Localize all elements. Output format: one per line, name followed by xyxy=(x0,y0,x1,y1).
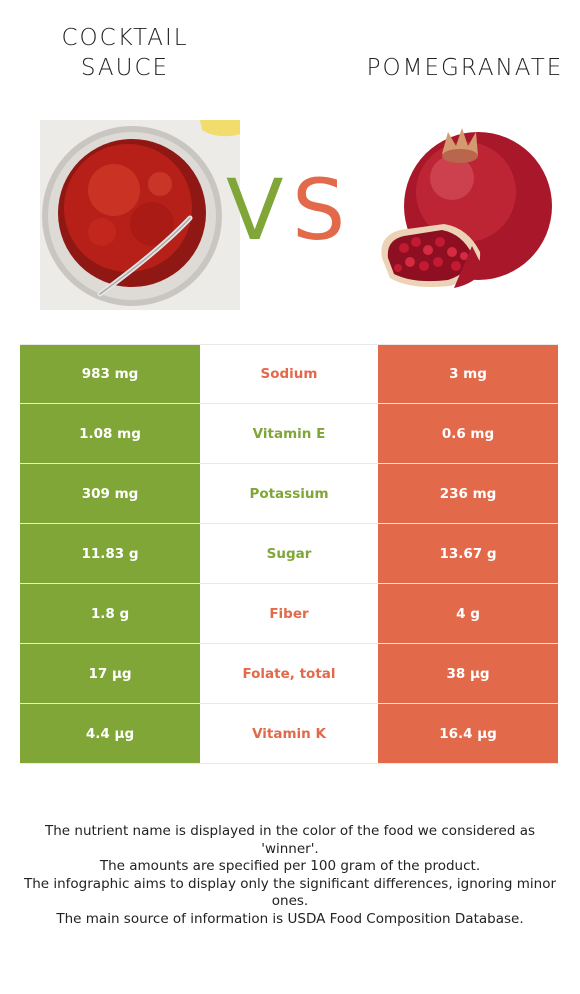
nutrient-name-cell: Sugar xyxy=(200,524,378,583)
left-value-cell: 309 mg xyxy=(20,464,200,523)
comparison-table: 983 mg Sodium 3 mg 1.08 mg Vitamin E 0.6… xyxy=(20,344,558,764)
footer-note-source: The main source of information is USDA F… xyxy=(56,910,524,927)
right-value-cell: 4 g xyxy=(378,584,558,643)
table-row: 11.83 g Sugar 13.67 g xyxy=(20,524,558,584)
left-value-cell: 4.4 µg xyxy=(20,704,200,763)
footer-note-amounts: The amounts are specified per 100 gram o… xyxy=(99,858,481,875)
left-value-cell: 11.83 g xyxy=(20,524,200,583)
footer-note-winner: The nutrient name is displayed in the co… xyxy=(44,823,536,857)
left-value-cell: 17 µg xyxy=(20,644,200,703)
right-value-cell: 16.4 µg xyxy=(378,704,558,763)
right-value-cell: 38 µg xyxy=(378,644,558,703)
nutrient-name-cell: Vitamin K xyxy=(200,704,378,763)
left-value-cell: 983 mg xyxy=(20,345,200,403)
vs-letter-s: S xyxy=(292,161,346,259)
right-value-cell: 13.67 g xyxy=(378,524,558,583)
left-food-title: COCKTAIL SAUCE xyxy=(61,25,189,81)
footer-note-scope: The infographic aims to display only the… xyxy=(23,875,557,910)
nutrient-name-cell: Vitamin E xyxy=(200,404,378,463)
cocktail-sauce-image xyxy=(40,120,240,310)
pomegranate-image xyxy=(381,128,552,288)
table-row: 17 µg Folate, total 38 µg xyxy=(20,644,558,704)
left-value-cell: 1.8 g xyxy=(20,584,200,643)
nutrient-name-cell: Folate, total xyxy=(200,644,378,703)
footer-notes: The nutrient name is displayed in the co… xyxy=(20,823,560,929)
right-value-cell: 3 mg xyxy=(378,345,558,403)
nutrient-name-cell: Sodium xyxy=(200,345,378,403)
table-row: 1.08 mg Vitamin E 0.6 mg xyxy=(20,404,558,464)
right-food-title: POMEGRANATE xyxy=(366,55,564,81)
table-row: 309 mg Potassium 236 mg xyxy=(20,464,558,524)
right-value-cell: 236 mg xyxy=(378,464,558,523)
nutrient-name-cell: Fiber xyxy=(200,584,378,643)
table-row: 1.8 g Fiber 4 g xyxy=(20,584,558,644)
table-row: 4.4 µg Vitamin K 16.4 µg xyxy=(20,704,558,764)
left-value-cell: 1.08 mg xyxy=(20,404,200,463)
vs-letter-v: V xyxy=(226,161,284,259)
table-row: 983 mg Sodium 3 mg xyxy=(20,344,558,404)
right-value-cell: 0.6 mg xyxy=(378,404,558,463)
nutrient-name-cell: Potassium xyxy=(200,464,378,523)
